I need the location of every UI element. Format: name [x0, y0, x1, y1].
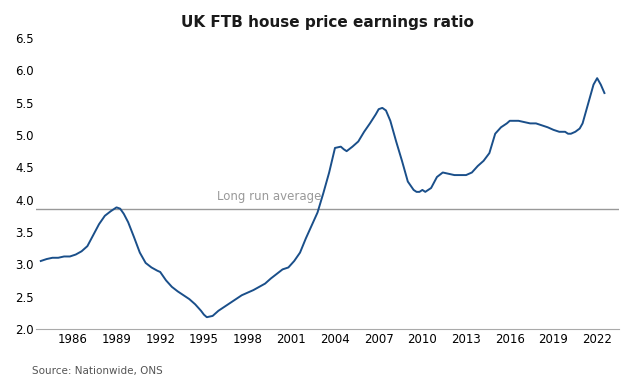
Text: Source: Nationwide, ONS: Source: Nationwide, ONS [32, 366, 162, 376]
Text: Long run average: Long run average [217, 190, 321, 203]
Title: UK FTB house price earnings ratio: UK FTB house price earnings ratio [181, 15, 474, 30]
